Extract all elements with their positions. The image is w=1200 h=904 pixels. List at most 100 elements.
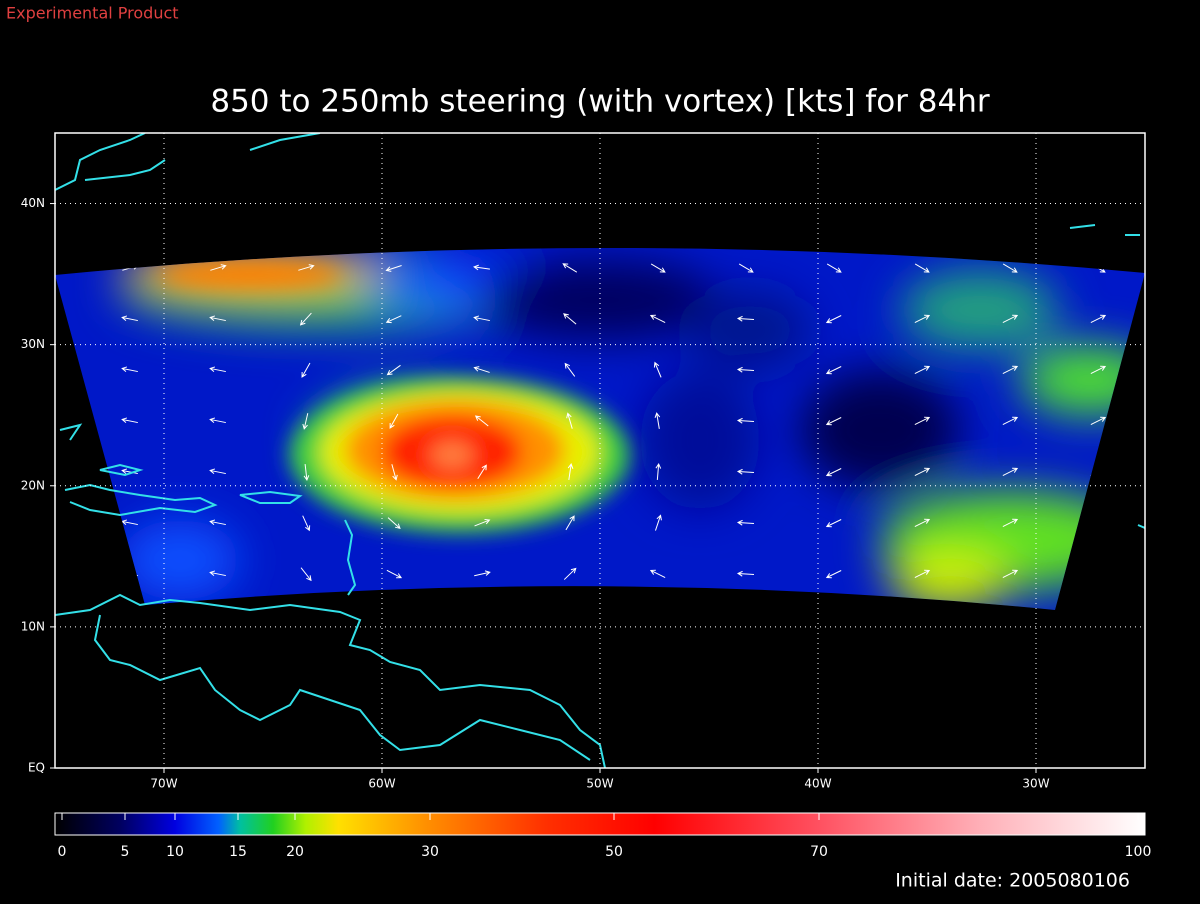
wind-arrow [653, 361, 662, 378]
wind-arrow [1002, 467, 1019, 477]
wind-arrow [914, 365, 931, 375]
wind-arrow [209, 519, 226, 526]
wind-arrow [209, 315, 226, 322]
colorbar-label: 70 [810, 844, 828, 860]
wind-arrow [564, 362, 576, 377]
wind-arrow [566, 412, 573, 429]
colorbar-label: 5 [121, 844, 130, 860]
y-tick-label: 10N [21, 619, 45, 633]
wind-arrow [825, 519, 842, 528]
x-tick-label: 30W [1022, 777, 1049, 791]
wind-arrow [1002, 416, 1019, 426]
wind-arrow [1002, 518, 1019, 528]
wind-arrow [474, 518, 491, 527]
wind-arrow [210, 264, 227, 271]
wind-arrow [655, 462, 662, 481]
wind-arrow [121, 417, 138, 424]
wind-arrow [914, 314, 931, 324]
wind-arrow [654, 412, 661, 429]
x-tick-label: 40W [804, 777, 831, 791]
wind-arrow [1090, 518, 1107, 528]
wind-arrow [736, 315, 755, 322]
wind-arrow [562, 263, 578, 273]
wind-arrow [914, 467, 931, 477]
wind-arrow [914, 518, 931, 528]
wind-arrow [385, 265, 402, 272]
wind-arrow [736, 366, 755, 373]
wind-arrow [1002, 314, 1019, 324]
colorbar [54, 812, 1146, 836]
wind-arrow [650, 263, 666, 273]
x-tick-label: 70W [150, 777, 177, 791]
wind-arrow [649, 314, 666, 324]
wind-arrow [914, 569, 931, 579]
colorbar-label: 30 [421, 844, 439, 860]
wind-arrow [1002, 263, 1018, 273]
wind-arrow [738, 263, 754, 273]
wind-arrow [303, 463, 310, 481]
wind-arrow [567, 463, 574, 480]
wind-arrow [298, 264, 315, 271]
wind-arrow [563, 567, 577, 580]
wind-arrow [736, 468, 755, 475]
wind-arrow [473, 366, 490, 373]
wind-arrow [209, 468, 226, 475]
colorbar-label: 15 [229, 844, 247, 860]
wind-arrow [391, 464, 398, 481]
wind-arrow [302, 413, 309, 430]
wind-arrow [209, 366, 226, 373]
wind-arrow [825, 468, 842, 477]
wind-arrow [385, 315, 402, 324]
wind-arrow [825, 570, 842, 579]
experimental-note: Experimental Product [6, 4, 179, 23]
wind-arrow [914, 416, 931, 426]
wind-arrow [1002, 569, 1019, 579]
colorbar-label: 50 [605, 844, 623, 860]
wind-arrow [826, 263, 842, 273]
wind-arrow [121, 468, 138, 475]
y-tick-label: 30N [21, 337, 45, 351]
wind-arrow [299, 312, 312, 326]
y-tick-label: 40N [21, 196, 45, 210]
y-tick-label: 20N [21, 478, 45, 492]
x-tick-label: 60W [368, 777, 395, 791]
wind-arrow [473, 264, 490, 271]
wind-arrow [825, 366, 842, 375]
wind-arrow [563, 313, 577, 325]
steering-field [55, 247, 1145, 610]
wind-arrow [121, 366, 138, 373]
wind-arrow [1090, 365, 1107, 375]
wind-arrow [1090, 314, 1107, 324]
wind-arrow [300, 567, 312, 582]
wind-arrow [474, 415, 489, 427]
wind-arrow [654, 514, 662, 531]
axis-labels: 70W 60W 50W 40W 30W EQ 10N 20N 30N 40N [21, 196, 1050, 790]
wind-arrow [389, 413, 399, 429]
wind-arrow [477, 464, 487, 480]
colorbar-labels: 0 5 10 15 20 30 50 70 100 [58, 813, 1152, 860]
wind-arrow [825, 417, 842, 426]
coastlines [55, 133, 1145, 768]
colorbar-label: 0 [58, 844, 67, 860]
wind-arrow [301, 362, 311, 378]
wind-arrow [1090, 467, 1107, 477]
wind-arrow [473, 315, 490, 322]
wind-arrow [387, 517, 401, 530]
wind-arrow [474, 570, 491, 577]
wind-arrow [386, 364, 401, 376]
wind-arrow [736, 570, 755, 577]
wind-arrow [736, 519, 755, 526]
wind-arrow [649, 569, 666, 579]
colorbar-label: 10 [166, 844, 184, 860]
wind-arrow [1090, 569, 1107, 579]
x-tick-label: 50W [586, 777, 613, 791]
colorbar-label: 20 [286, 844, 304, 860]
wind-arrow [1090, 416, 1107, 426]
colorbar-label: 100 [1125, 844, 1152, 860]
wind-arrow [565, 515, 575, 531]
wind-arrow [914, 263, 930, 273]
y-tick-label: EQ [28, 761, 45, 775]
wind-arrow [121, 570, 138, 577]
